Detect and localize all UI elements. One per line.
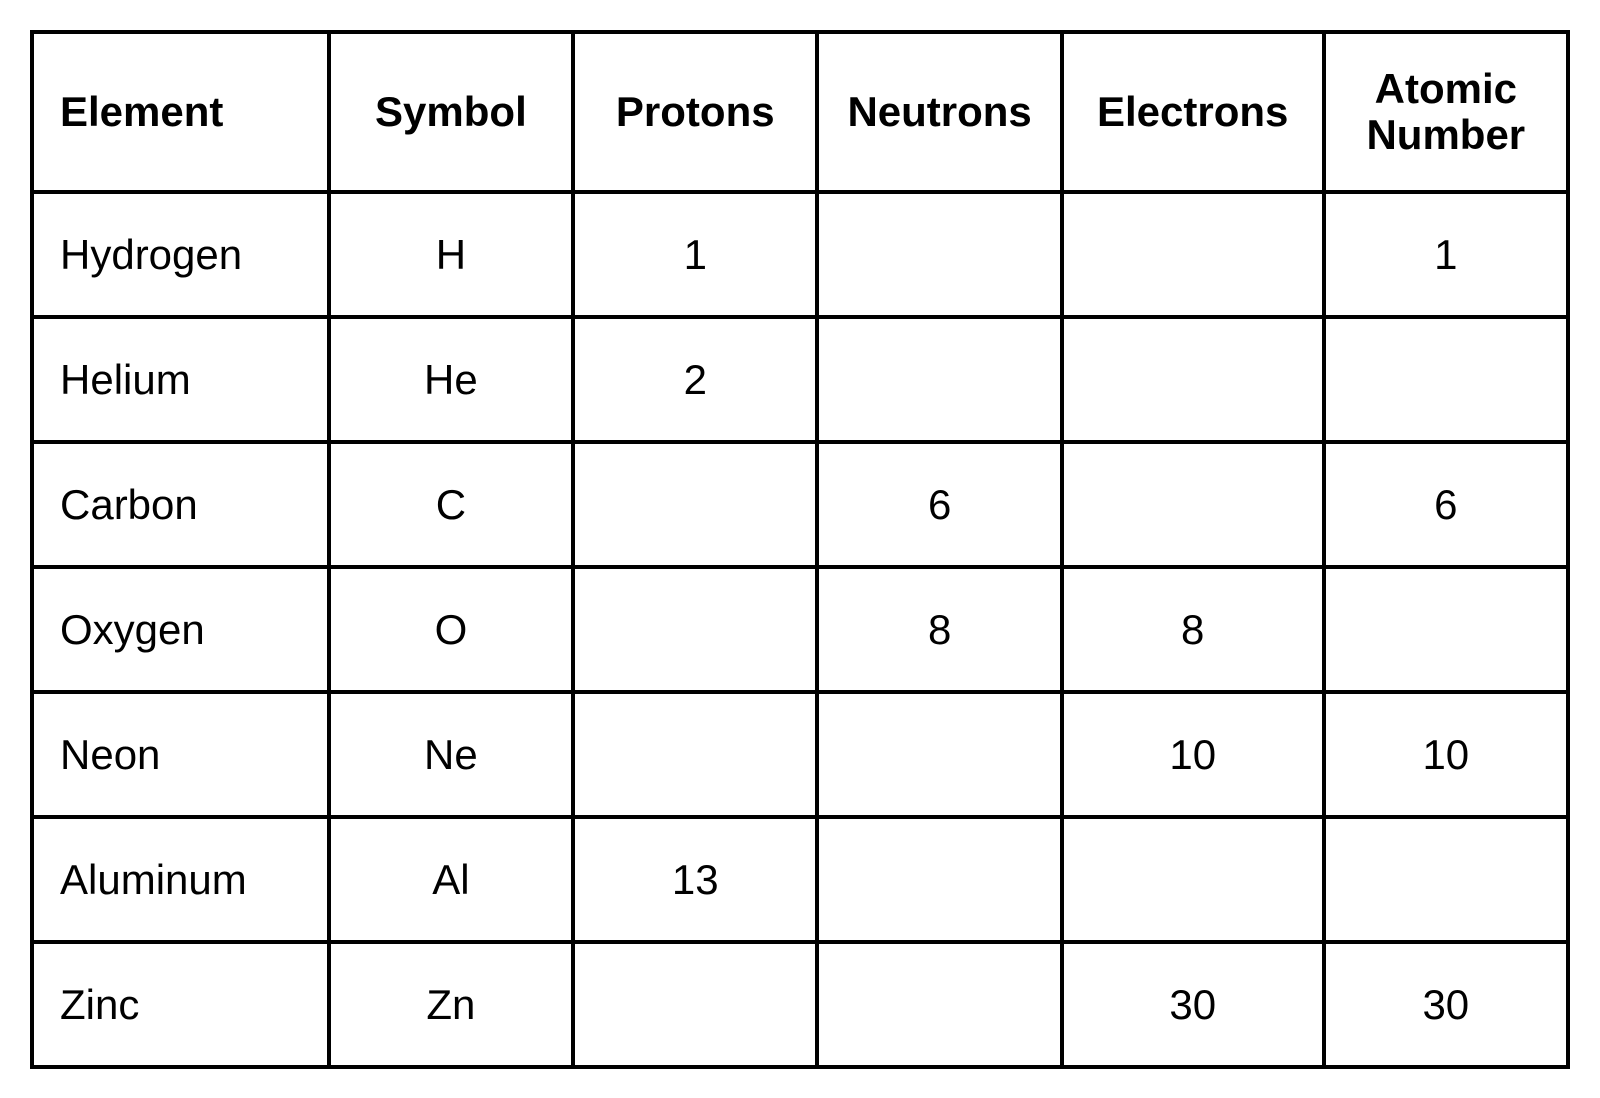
cell-protons: 1: [573, 192, 817, 317]
cell-element: Zinc: [32, 942, 329, 1067]
elements-table: Element Symbol Protons Neutrons Electron…: [30, 30, 1570, 1069]
cell-neutrons: [817, 317, 1061, 442]
table-header-row: Element Symbol Protons Neutrons Electron…: [32, 32, 1568, 192]
cell-symbol: O: [329, 567, 573, 692]
header-electrons: Electrons: [1062, 32, 1324, 192]
cell-protons: [573, 442, 817, 567]
cell-protons: [573, 567, 817, 692]
header-symbol: Symbol: [329, 32, 573, 192]
cell-element: Neon: [32, 692, 329, 817]
header-element: Element: [32, 32, 329, 192]
cell-atomic-number: 6: [1324, 442, 1568, 567]
cell-symbol: C: [329, 442, 573, 567]
cell-symbol: Zn: [329, 942, 573, 1067]
table-row: Carbon C 6 6: [32, 442, 1568, 567]
table-row: Hydrogen H 1 1: [32, 192, 1568, 317]
table-row: Zinc Zn 30 30: [32, 942, 1568, 1067]
cell-electrons: [1062, 192, 1324, 317]
cell-neutrons: [817, 692, 1061, 817]
table-row: Helium He 2: [32, 317, 1568, 442]
cell-neutrons: [817, 942, 1061, 1067]
cell-electrons: [1062, 317, 1324, 442]
cell-element: Hydrogen: [32, 192, 329, 317]
cell-atomic-number: [1324, 567, 1568, 692]
cell-protons: [573, 692, 817, 817]
cell-symbol: H: [329, 192, 573, 317]
cell-atomic-number: 1: [1324, 192, 1568, 317]
cell-neutrons: 6: [817, 442, 1061, 567]
cell-protons: 13: [573, 817, 817, 942]
cell-electrons: [1062, 442, 1324, 567]
header-neutrons: Neutrons: [817, 32, 1061, 192]
cell-atomic-number: 10: [1324, 692, 1568, 817]
table-row: Aluminum Al 13: [32, 817, 1568, 942]
cell-protons: 2: [573, 317, 817, 442]
cell-protons: [573, 942, 817, 1067]
cell-element: Helium: [32, 317, 329, 442]
cell-element: Oxygen: [32, 567, 329, 692]
cell-neutrons: [817, 817, 1061, 942]
cell-element: Aluminum: [32, 817, 329, 942]
cell-symbol: He: [329, 317, 573, 442]
cell-element: Carbon: [32, 442, 329, 567]
cell-atomic-number: [1324, 817, 1568, 942]
cell-neutrons: [817, 192, 1061, 317]
cell-electrons: 8: [1062, 567, 1324, 692]
cell-electrons: [1062, 817, 1324, 942]
header-protons: Protons: [573, 32, 817, 192]
cell-electrons: 10: [1062, 692, 1324, 817]
table-row: Neon Ne 10 10: [32, 692, 1568, 817]
cell-neutrons: 8: [817, 567, 1061, 692]
cell-electrons: 30: [1062, 942, 1324, 1067]
cell-atomic-number: 30: [1324, 942, 1568, 1067]
header-atomic-number: Atomic Number: [1324, 32, 1568, 192]
cell-symbol: Ne: [329, 692, 573, 817]
cell-atomic-number: [1324, 317, 1568, 442]
cell-symbol: Al: [329, 817, 573, 942]
table-row: Oxygen O 8 8: [32, 567, 1568, 692]
